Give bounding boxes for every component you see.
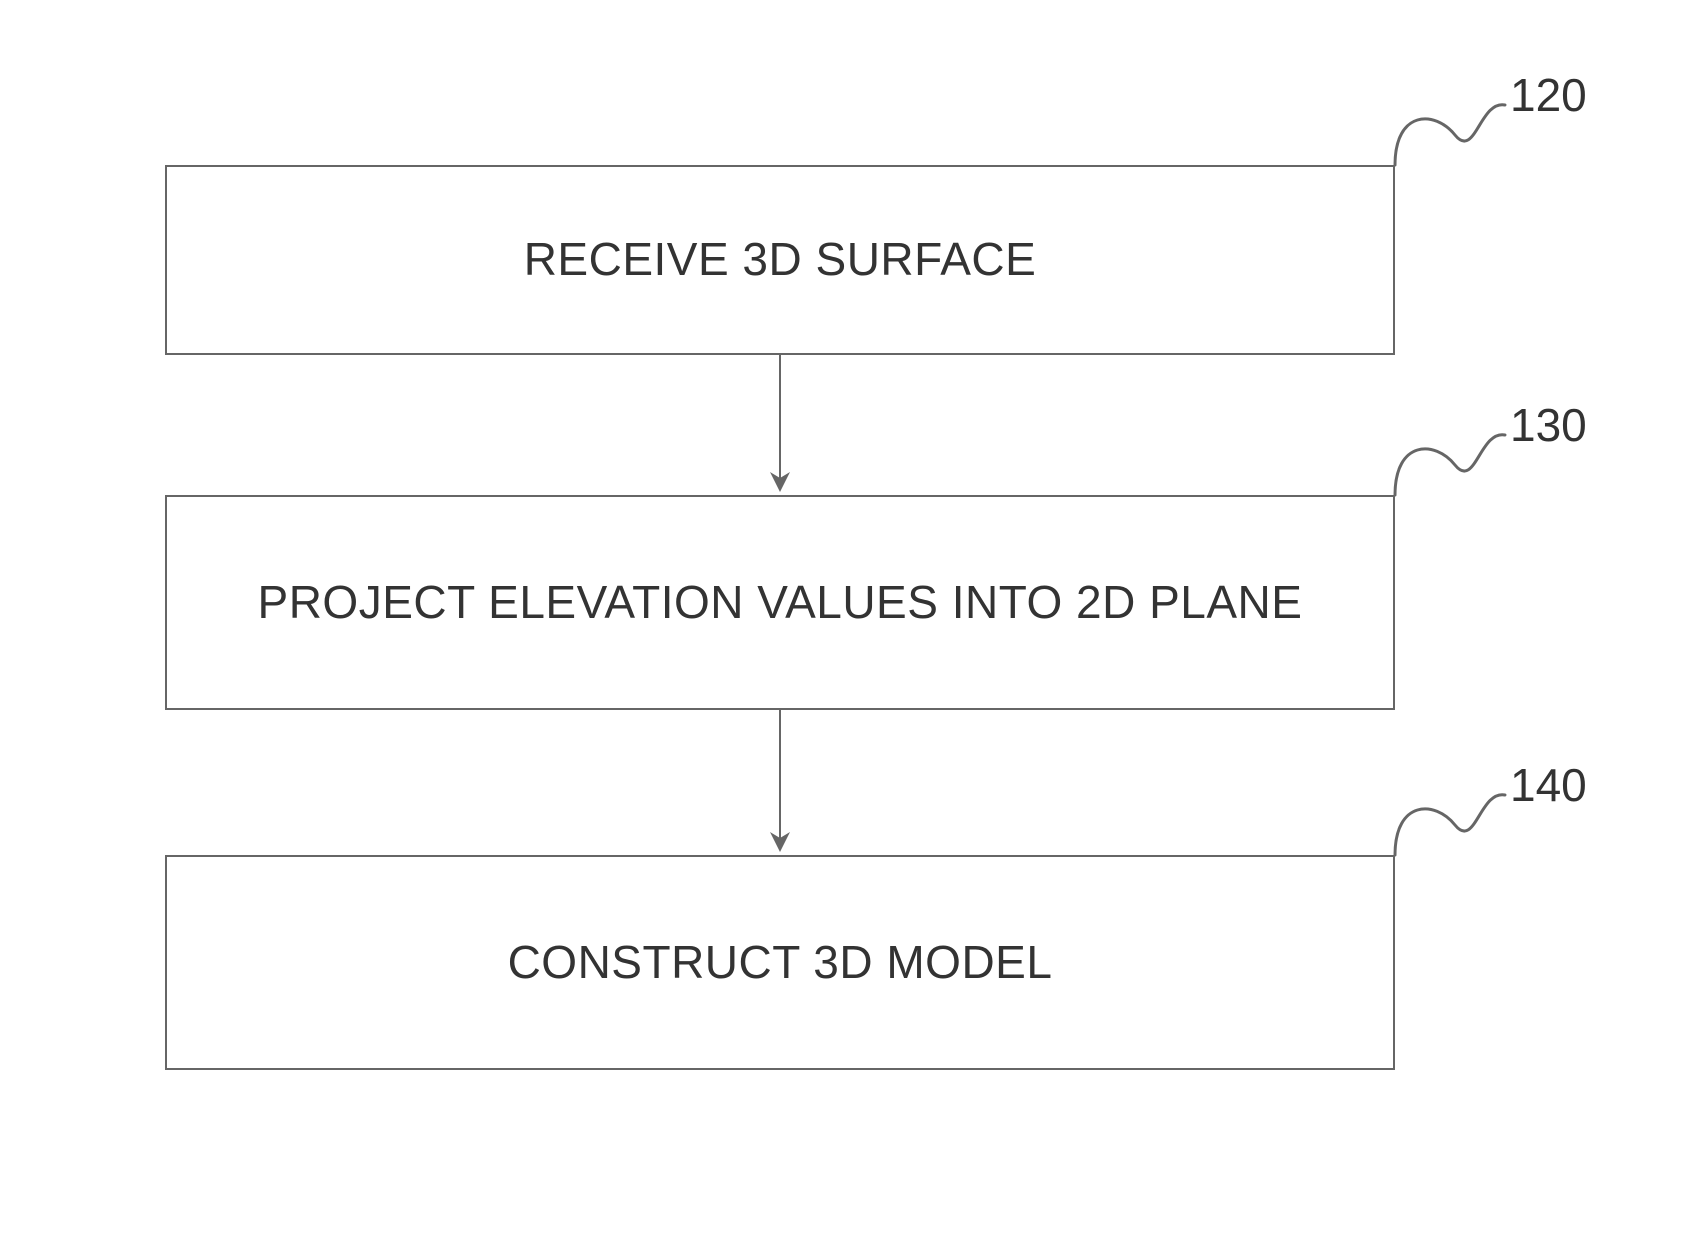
flowchart-node-label: CONSTRUCT 3D MODEL [508, 934, 1053, 992]
callout-curve [1395, 435, 1505, 495]
callout-curve [1395, 105, 1505, 165]
callout-label: 120 [1510, 68, 1587, 122]
flowchart-canvas: RECEIVE 3D SURFACE PROJECT ELEVATION VAL… [0, 0, 1697, 1233]
callout-label: 130 [1510, 398, 1587, 452]
flowchart-node: CONSTRUCT 3D MODEL [165, 855, 1395, 1070]
flowchart-node-label: PROJECT ELEVATION VALUES INTO 2D PLANE [258, 574, 1303, 632]
flowchart-node: PROJECT ELEVATION VALUES INTO 2D PLANE [165, 495, 1395, 710]
callout-label: 140 [1510, 758, 1587, 812]
callout-curve [1395, 795, 1505, 855]
flowchart-node: RECEIVE 3D SURFACE [165, 165, 1395, 355]
flowchart-node-label: RECEIVE 3D SURFACE [524, 231, 1037, 289]
